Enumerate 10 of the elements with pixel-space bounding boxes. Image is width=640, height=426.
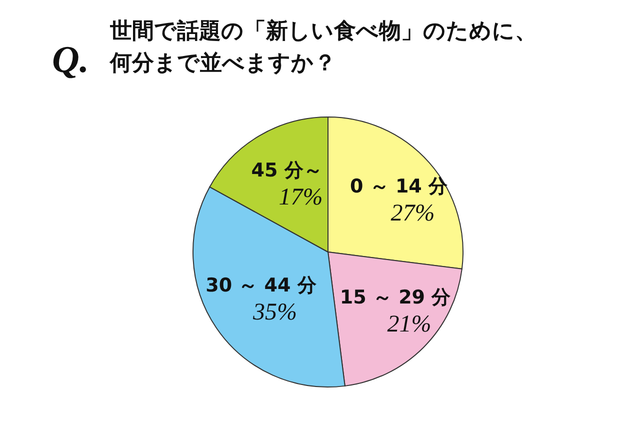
data-label: 21% (387, 311, 432, 338)
chart-title: 世間で話題の「新しい食べ物」のために、何分まで並べますか？ (109, 18, 537, 76)
slice-label: 30 ～ 44 分 (206, 274, 318, 297)
data-label: 27% (390, 200, 435, 226)
data-label: 35% (252, 300, 298, 326)
slice-label: 0 ～ 14 分 (350, 175, 449, 198)
text: Q. (52, 39, 89, 81)
data-label: 17% (278, 184, 323, 210)
slice-label: 15 ～ 29 分 (340, 286, 452, 308)
slice-label: 45 分～ (251, 159, 322, 182)
